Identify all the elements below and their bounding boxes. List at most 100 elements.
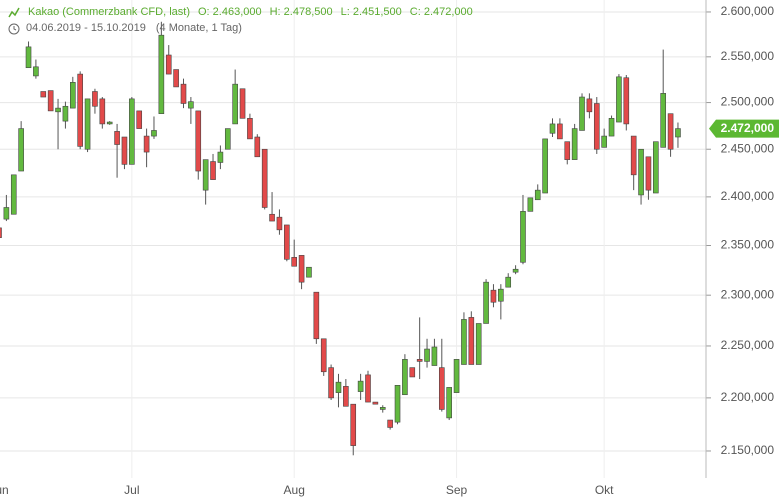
- candle-body: [571, 128, 578, 160]
- candle-body: [453, 359, 460, 393]
- y-tick-label: 2.400,000: [721, 189, 775, 203]
- candle-body: [667, 113, 674, 150]
- candle-body: [623, 77, 630, 125]
- candle-body: [173, 69, 179, 88]
- candle-body: [653, 141, 659, 194]
- candle-body: [431, 346, 438, 366]
- candle-body: [616, 76, 622, 123]
- candle-body: [40, 91, 47, 98]
- candle-body: [498, 288, 504, 302]
- candle-body: [446, 387, 452, 419]
- candle-body: [468, 317, 475, 365]
- chart-title: Kakao (Commerzbank CFD, last): [28, 6, 190, 18]
- candle-body: [143, 135, 150, 153]
- candle-body: [77, 73, 83, 147]
- candle-body: [33, 66, 39, 77]
- stat: O: 2.463,000: [198, 6, 262, 18]
- x-tick-label: Jun: [0, 483, 9, 497]
- candle-body: [47, 90, 54, 112]
- candle-body: [505, 276, 512, 288]
- candle-body: [549, 123, 556, 134]
- candle-body: [564, 141, 571, 160]
- candle-body: [121, 136, 128, 165]
- clock-icon: [8, 23, 20, 34]
- candle-body: [409, 367, 416, 378]
- period: (4 Monate, 1 Tag): [155, 22, 242, 34]
- candle-body: [483, 281, 489, 324]
- candle-body: [350, 403, 357, 446]
- candle-body: [284, 224, 290, 260]
- candle-body: [224, 128, 231, 150]
- candle-body: [365, 374, 371, 403]
- header-line: Kakao (Commerzbank CFD, last) O: 2.463,0…: [8, 5, 473, 20]
- candle-body: [195, 110, 202, 172]
- candle-body: [608, 118, 615, 137]
- candle-body: [136, 110, 143, 129]
- candle-body: [520, 211, 526, 263]
- candle-body: [394, 385, 401, 423]
- candle-body: [660, 93, 667, 148]
- candle-body: [99, 98, 106, 125]
- stat: H: 2.478,500: [269, 6, 333, 18]
- candle-body: [261, 148, 268, 208]
- x-tick-label: Jul: [124, 483, 139, 497]
- candle-body: [527, 197, 534, 212]
- last-price-badge: [709, 119, 779, 138]
- candle-body: [62, 105, 69, 122]
- stat: C: 2.472,000: [409, 6, 473, 18]
- x-tick-label: Aug: [284, 483, 305, 497]
- y-tick-label: 2.200,000: [721, 390, 775, 404]
- candle-body: [675, 128, 681, 138]
- candle-body: [512, 268, 519, 273]
- x-tick-label: Sep: [446, 483, 468, 497]
- candle-body: [416, 359, 423, 362]
- candle-body: [129, 98, 135, 165]
- candle-body: [402, 359, 408, 396]
- candle-body: [424, 348, 430, 362]
- candle-body: [165, 54, 172, 75]
- chart-header: Kakao (Commerzbank CFD, last) O: 2.463,0…: [8, 5, 473, 36]
- candle-body: [92, 91, 98, 107]
- candle-body: [357, 380, 364, 392]
- candle-body: [18, 128, 24, 172]
- candle-body: [438, 367, 445, 410]
- y-tick-label: 2.250,000: [721, 338, 775, 352]
- y-tick-label: 2.550,000: [721, 49, 775, 63]
- y-tick-label: 2.350,000: [721, 238, 775, 252]
- candle-body: [490, 289, 497, 303]
- candle-body: [247, 118, 253, 140]
- candle-body: [25, 46, 32, 69]
- candle-body: [306, 266, 312, 278]
- y-tick-label: 2.450,000: [721, 141, 775, 155]
- candle-body: [202, 159, 209, 191]
- candle-body: [379, 407, 386, 410]
- candle-body: [276, 216, 283, 231]
- candle-body: [180, 83, 187, 104]
- candle-body: [542, 138, 548, 194]
- candle-body: [114, 131, 120, 145]
- chart-icon: [8, 7, 20, 17]
- candle-body: [586, 98, 593, 113]
- candle-body: [239, 88, 246, 119]
- last-price-label: 2.472,000: [721, 121, 775, 135]
- candle-body: [158, 34, 165, 114]
- candle-body: [84, 98, 91, 150]
- candle-body: [387, 419, 393, 428]
- header-line: 04.06.2019 - 15.10.2019 (4 Monate, 1 Tag…: [8, 21, 473, 36]
- candle-body: [328, 367, 334, 399]
- candle-body: [593, 103, 600, 150]
- candle-body: [0, 227, 2, 238]
- candle-body: [151, 130, 157, 137]
- candle-body: [3, 207, 10, 220]
- candle-body: [313, 291, 320, 340]
- candle-body: [320, 338, 327, 373]
- y-tick-label: 2.150,000: [721, 443, 775, 457]
- candle-body: [601, 135, 607, 148]
- y-tick-label: 2.600,000: [721, 4, 775, 18]
- candle-body: [335, 381, 342, 393]
- candle-body: [534, 189, 541, 201]
- candle-body: [298, 255, 305, 283]
- candle-body: [188, 101, 194, 109]
- candle-body: [475, 323, 482, 365]
